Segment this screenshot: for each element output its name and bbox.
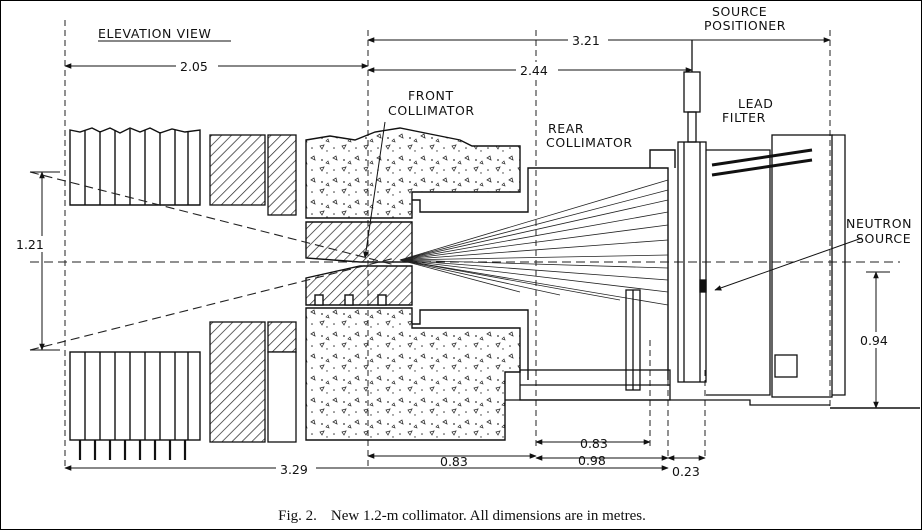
collimator-elevation-diagram: ELEVATION VIEW SOURCE POSITIONER FRONT C… bbox=[14, 4, 920, 479]
elevation-view-label: ELEVATION VIEW bbox=[98, 26, 211, 41]
front-collimator bbox=[305, 221, 413, 306]
concrete-shield bbox=[305, 127, 521, 441]
dim-3-29: 3.29 bbox=[280, 462, 308, 477]
support-frame bbox=[505, 289, 920, 409]
dim-0-23: 0.23 bbox=[672, 464, 700, 479]
projection-lines bbox=[29, 171, 900, 351]
figure-number: Fig. 2. bbox=[278, 508, 317, 524]
detector-array-lower bbox=[69, 351, 201, 460]
neutron-source-label-1: NEUTRON bbox=[846, 216, 912, 231]
front-collimator-label-1: FRONT bbox=[408, 88, 454, 103]
dim-0-83-right: 0.83 bbox=[580, 436, 608, 451]
caption-text: New 1.2-m collimator. All dimensions are… bbox=[330, 508, 646, 524]
dim-1-21: 1.21 bbox=[16, 237, 44, 252]
dim-0-94: 0.94 bbox=[860, 333, 888, 348]
front-collimator-leader bbox=[363, 121, 386, 259]
lead-filter-label-2: FILTER bbox=[722, 110, 766, 125]
rear-collimator-label-2: COLLIMATOR bbox=[546, 135, 633, 150]
source-positioner-label-2: POSITIONER bbox=[704, 18, 786, 33]
source-positioner-label-1: SOURCE bbox=[712, 4, 767, 19]
rear-enclosure bbox=[706, 134, 846, 398]
lead-filter-label-1: LEAD bbox=[738, 96, 773, 111]
rear-collimator bbox=[412, 149, 676, 380]
source-positioner bbox=[677, 40, 707, 383]
figure-caption: Fig. 2. New 1.2-m collimator. All dimensi… bbox=[0, 508, 924, 525]
dim-3-21: 3.21 bbox=[572, 33, 600, 48]
dim-2-44: 2.44 bbox=[520, 63, 548, 78]
shield-blocks bbox=[209, 134, 297, 443]
neutron-source-leader bbox=[714, 237, 863, 291]
dim-2-05: 2.05 bbox=[180, 59, 208, 74]
detector-array-upper bbox=[69, 127, 201, 206]
dim-0-98: 0.98 bbox=[578, 453, 606, 468]
dim-0-83-left: 0.83 bbox=[440, 454, 468, 469]
neutron-source-label-2: SOURCE bbox=[856, 231, 911, 246]
rear-collimator-label-1: REAR bbox=[548, 121, 584, 136]
beam-lines bbox=[399, 179, 669, 306]
extension-lines bbox=[64, 20, 831, 470]
front-collimator-label-2: COLLIMATOR bbox=[388, 103, 475, 118]
